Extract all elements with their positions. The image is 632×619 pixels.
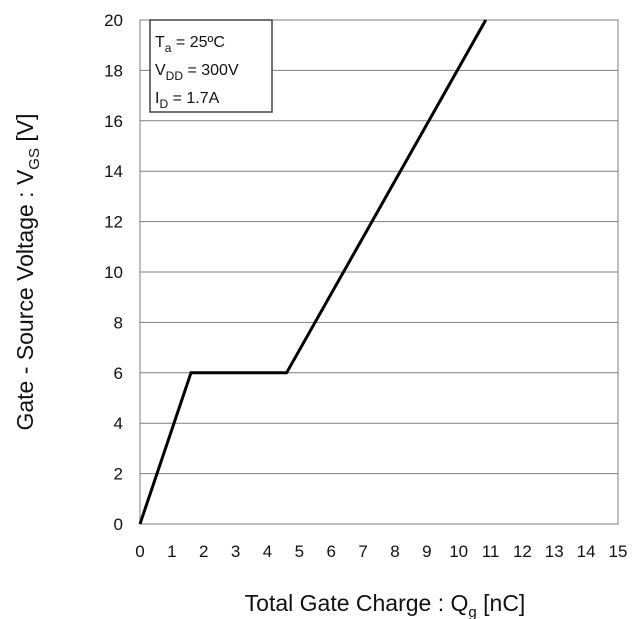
series-layer <box>138 19 488 525</box>
y-tick-label: 14 <box>104 162 123 181</box>
y-tick-label: 2 <box>114 465 123 484</box>
x-tick-label: 9 <box>422 542 431 561</box>
y-tick-label: 4 <box>114 414 123 433</box>
x-tick-label: 10 <box>449 542 468 561</box>
y-tick-label: 8 <box>114 313 123 332</box>
condition-text: Ta = 25ºC <box>155 34 225 55</box>
x-tick-label: 13 <box>545 542 564 561</box>
y-tick-label: 20 <box>104 11 123 30</box>
x-tick-label: 8 <box>390 542 399 561</box>
x-tick-label: 5 <box>295 542 304 561</box>
x-tick-label: 2 <box>199 542 208 561</box>
x-tick-label: 3 <box>231 542 240 561</box>
condition-text: ID = 1.7A <box>155 90 220 111</box>
x-tick-label: 11 <box>482 542 500 561</box>
condition-text: VDD = 300V <box>155 62 239 83</box>
y-axis-title: Gate - Source Voltage : VGS [V] <box>12 113 43 430</box>
x-tick-label: 7 <box>358 542 367 561</box>
x-axis-title: Total Gate Charge : Qg [nC] <box>245 590 526 619</box>
conditions-box: Ta = 25ºC VDD = 300V ID = 1.7A <box>149 19 273 113</box>
x-tick-label: 6 <box>326 542 335 561</box>
y-tick-label: 18 <box>104 61 123 80</box>
y-tick-label: 0 <box>114 515 123 534</box>
x-tick-label: 15 <box>609 542 628 561</box>
y-tick-label: 16 <box>104 112 123 131</box>
y-tick-label: 12 <box>104 213 123 232</box>
x-tick-label: 14 <box>577 542 596 561</box>
y-tick-labels: 0 2 4 6 8 10 12 14 16 18 20 <box>104 11 123 534</box>
x-tick-label: 1 <box>167 542 176 561</box>
y-tick-label: 10 <box>104 263 123 282</box>
x-tick-labels: 0 1 2 3 4 5 6 7 8 9 10 11 12 13 14 15 <box>135 542 627 561</box>
series-line <box>138 19 488 525</box>
x-tick-label: 0 <box>135 542 144 561</box>
x-tick-label: 4 <box>263 542 272 561</box>
x-tick-label: 12 <box>513 542 532 561</box>
conditions-frame <box>149 19 273 113</box>
y-tick-label: 6 <box>114 364 123 383</box>
